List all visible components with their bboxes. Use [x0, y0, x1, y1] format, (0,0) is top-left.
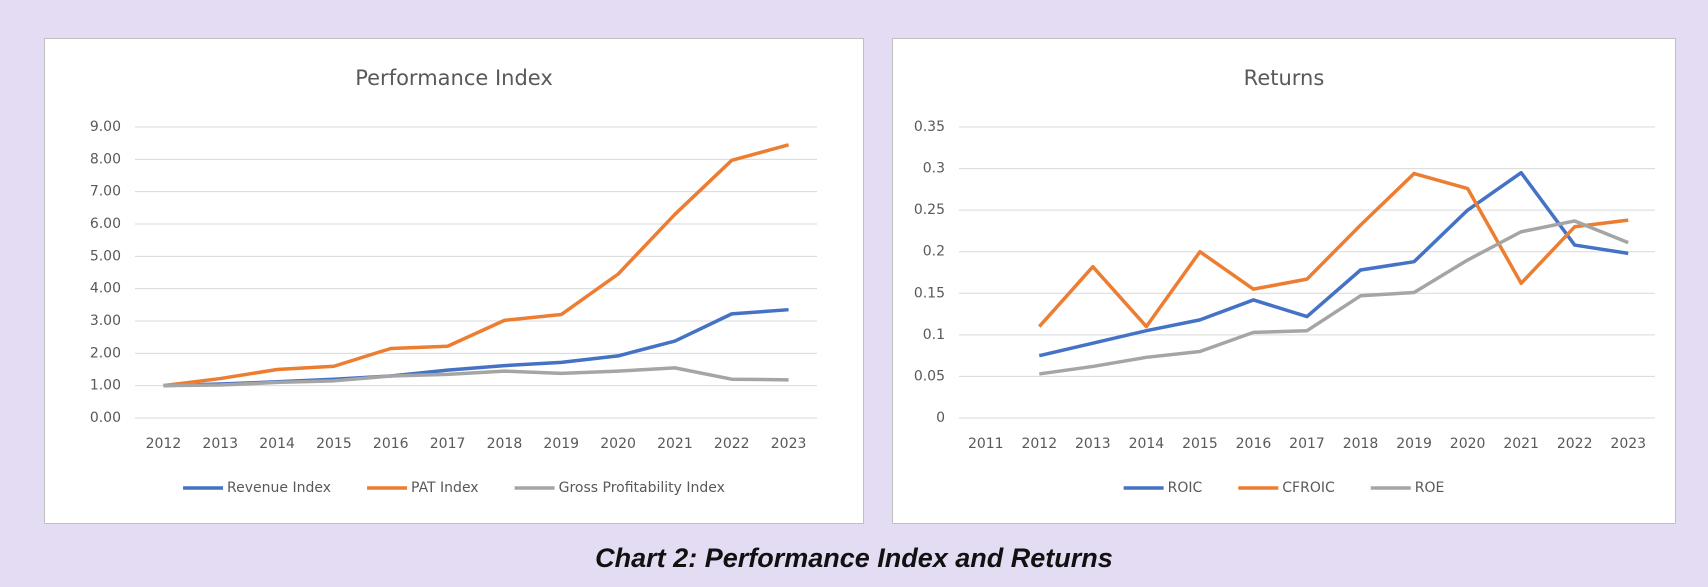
chart: Performance Index 0.00 1.00 2.00 3.00 4.00 5.0… [90, 66, 817, 496]
y-tick-label: 2.00 [90, 345, 121, 361]
x-tick-label: 2013 [1075, 436, 1111, 452]
x-tick-label: 2020 [1450, 436, 1486, 452]
y-tick-label: 0.05 [914, 368, 945, 384]
series-line [1038, 170, 1629, 358]
x-tick-label: 2018 [1343, 436, 1379, 452]
x-tick-label: 2014 [1129, 436, 1165, 452]
y-tick-label: 4.00 [90, 281, 121, 297]
legend-label: CFROIC [1282, 480, 1335, 496]
y-tick-label: 0.25 [914, 202, 945, 218]
y-tick-label: 0 [936, 410, 945, 426]
series-line [1039, 219, 1629, 376]
chart-panel: Returns 0 0.05 0.1 0.15 0.2 0.25 0.3 0.35 2011 201… [892, 38, 1676, 524]
x-tick-label: 2011 [968, 436, 1004, 452]
x-tick-label: 2022 [1557, 436, 1593, 452]
x-tick-label: 2021 [657, 436, 693, 452]
x-tick-label: 2015 [1182, 436, 1218, 452]
x-tick-label: 2012 [1021, 436, 1057, 452]
x-tick-label: 2015 [316, 436, 352, 452]
x-tick-label: 2019 [543, 436, 579, 452]
y-tick-label: 0.00 [90, 410, 121, 426]
series-line [163, 366, 789, 388]
x-tick-label: 2018 [487, 436, 523, 452]
y-tick-label: 0.15 [914, 285, 945, 301]
y-tick-label: 0.3 [923, 161, 945, 177]
legend-label: PAT Index [411, 480, 479, 496]
chart-title: Returns [1244, 66, 1325, 90]
x-tick-label: 2014 [259, 436, 295, 452]
x-tick-label: 2019 [1396, 436, 1432, 452]
x-tick-label: 2020 [600, 436, 636, 452]
y-tick-label: 5.00 [90, 248, 121, 264]
y-tick-label: 0.35 [914, 119, 945, 135]
x-tick-label: 2013 [202, 436, 238, 452]
chart-title: Performance Index [355, 66, 553, 90]
legend-label: Revenue Index [227, 480, 331, 496]
chart: Returns 0 0.05 0.1 0.15 0.2 0.25 0.3 0.35 2011 201… [914, 66, 1655, 496]
y-tick-label: 7.00 [90, 184, 121, 200]
x-tick-label: 2022 [714, 436, 750, 452]
legend-label: Gross Profitability Index [559, 480, 725, 496]
legend-label: ROIC [1168, 480, 1203, 496]
y-tick-label: 8.00 [90, 151, 121, 167]
x-tick-label: 2016 [1236, 436, 1272, 452]
y-tick-label: 0.2 [923, 244, 945, 260]
series-line [1038, 171, 1629, 329]
y-tick-label: 6.00 [90, 216, 121, 232]
x-tick-label: 2017 [1289, 436, 1325, 452]
chart-panel: Performance Index 0.00 1.00 2.00 3.00 4.00 5.0… [44, 38, 864, 524]
series-line [163, 143, 790, 388]
y-tick-label: 0.1 [923, 327, 945, 343]
x-tick-label: 2023 [771, 436, 807, 452]
caption: Chart 2: Performance Index and Returns [595, 543, 1113, 573]
x-tick-label: 2012 [146, 436, 182, 452]
y-tick-label: 9.00 [90, 119, 121, 135]
x-tick-label: 2021 [1503, 436, 1539, 452]
x-tick-label: 2016 [373, 436, 409, 452]
x-tick-label: 2023 [1610, 436, 1646, 452]
y-tick-label: 3.00 [90, 313, 121, 329]
y-tick-label: 1.00 [90, 378, 121, 394]
x-tick-label: 2017 [430, 436, 466, 452]
legend-label: ROE [1415, 480, 1445, 496]
